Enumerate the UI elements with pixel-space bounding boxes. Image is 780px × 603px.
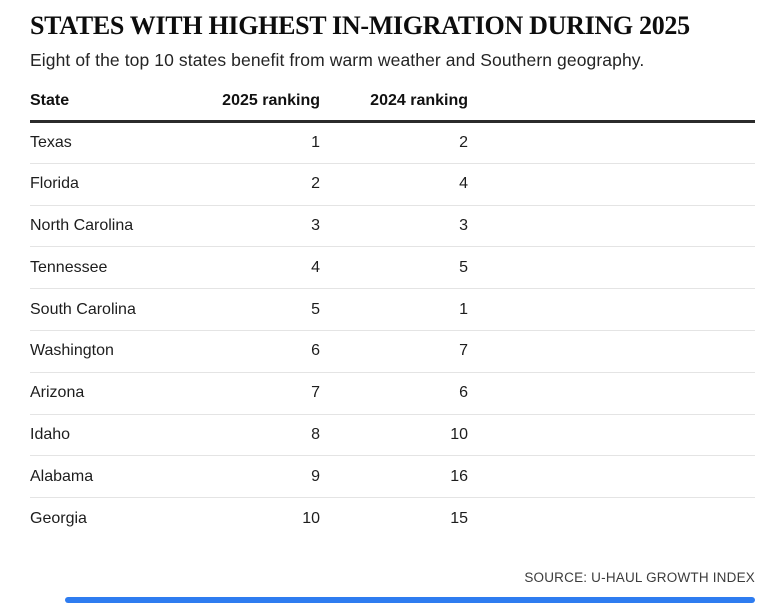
- state-cell: South Carolina: [30, 288, 208, 331]
- table-row: Texas 1 2: [30, 121, 755, 164]
- table-body: Texas 1 2 Florida 2 4 North Carolina 3 3…: [30, 121, 755, 540]
- column-header-2024-ranking: 2024 ranking: [320, 92, 468, 123]
- rank-2025-cell: 10: [302, 509, 320, 527]
- column-header-state: State: [30, 92, 208, 123]
- spacer-cell: [468, 498, 755, 540]
- table-row: Florida 2 4: [30, 163, 755, 206]
- rank-2024-cell: 7: [320, 330, 468, 373]
- column-header-spacer: [468, 92, 755, 123]
- state-cell: Georgia: [30, 509, 87, 527]
- state-cell: Florida: [30, 163, 208, 206]
- source-credit: SOURCE: U-HAUL GROWTH INDEX: [524, 570, 755, 585]
- table-row: Idaho 8 10: [30, 414, 755, 457]
- spacer-cell: [468, 205, 755, 248]
- rank-2025-cell: 1: [208, 121, 320, 164]
- rank-2024-cell: 4: [320, 163, 468, 206]
- rank-2024-cell: 1: [320, 288, 468, 331]
- spacer-cell: [468, 246, 755, 290]
- rank-2025-cell: 7: [208, 372, 320, 415]
- table-row: Tennessee 4 5: [30, 246, 755, 290]
- state-cell: Tennessee: [30, 246, 208, 290]
- spacer-cell: [468, 330, 755, 373]
- rank-2024-cell: 15: [450, 509, 468, 527]
- state-cell: Arizona: [30, 372, 208, 415]
- column-header-2025-ranking: 2025 ranking: [208, 92, 320, 123]
- table-row: Washington 6 7: [30, 330, 755, 373]
- state-cell: Idaho: [30, 414, 208, 457]
- rank-2025-cell: 8: [208, 414, 320, 457]
- rank-2025-cell: 9: [208, 455, 320, 499]
- rank-2025-cell: 5: [208, 288, 320, 331]
- table-header-row: State 2025 ranking 2024 ranking: [30, 92, 755, 123]
- rank-2024-cell: 2: [320, 121, 468, 164]
- rank-2024-cell: 16: [320, 455, 468, 499]
- rankings-table: State 2025 ranking 2024 ranking Texas 1 …: [30, 92, 755, 539]
- rank-2024-cell: 10: [320, 414, 468, 457]
- table-row: North Carolina 3 3: [30, 205, 755, 248]
- spacer-cell: [468, 121, 755, 164]
- rank-2025-cell: 2: [208, 163, 320, 206]
- state-cell: Alabama: [30, 455, 208, 499]
- rank-2025-cell: 3: [208, 205, 320, 248]
- horizontal-scrollbar-thumb[interactable]: [65, 597, 755, 603]
- spacer-cell: [468, 455, 755, 499]
- rank-2025-cell: 4: [208, 246, 320, 290]
- page-title: STATES WITH HIGHEST IN-MIGRATION DURING …: [30, 11, 690, 40]
- table-row: Alabama 9 16: [30, 455, 755, 499]
- spacer-cell: [468, 414, 755, 457]
- spacer-cell: [468, 372, 755, 415]
- state-cell: North Carolina: [30, 205, 208, 248]
- rank-2025-cell: 6: [208, 330, 320, 373]
- state-cell: Washington: [30, 330, 208, 373]
- rank-2024-cell: 6: [320, 372, 468, 415]
- state-cell: Texas: [30, 121, 208, 164]
- spacer-cell: [468, 163, 755, 206]
- table-row: Georgia 10 15: [30, 498, 755, 540]
- table-row: Arizona 7 6: [30, 372, 755, 415]
- page-subtitle: Eight of the top 10 states benefit from …: [30, 50, 645, 70]
- rank-2024-cell: 5: [320, 246, 468, 290]
- spacer-cell: [468, 288, 755, 331]
- rank-2024-cell: 3: [320, 205, 468, 248]
- table-row: South Carolina 5 1: [30, 288, 755, 331]
